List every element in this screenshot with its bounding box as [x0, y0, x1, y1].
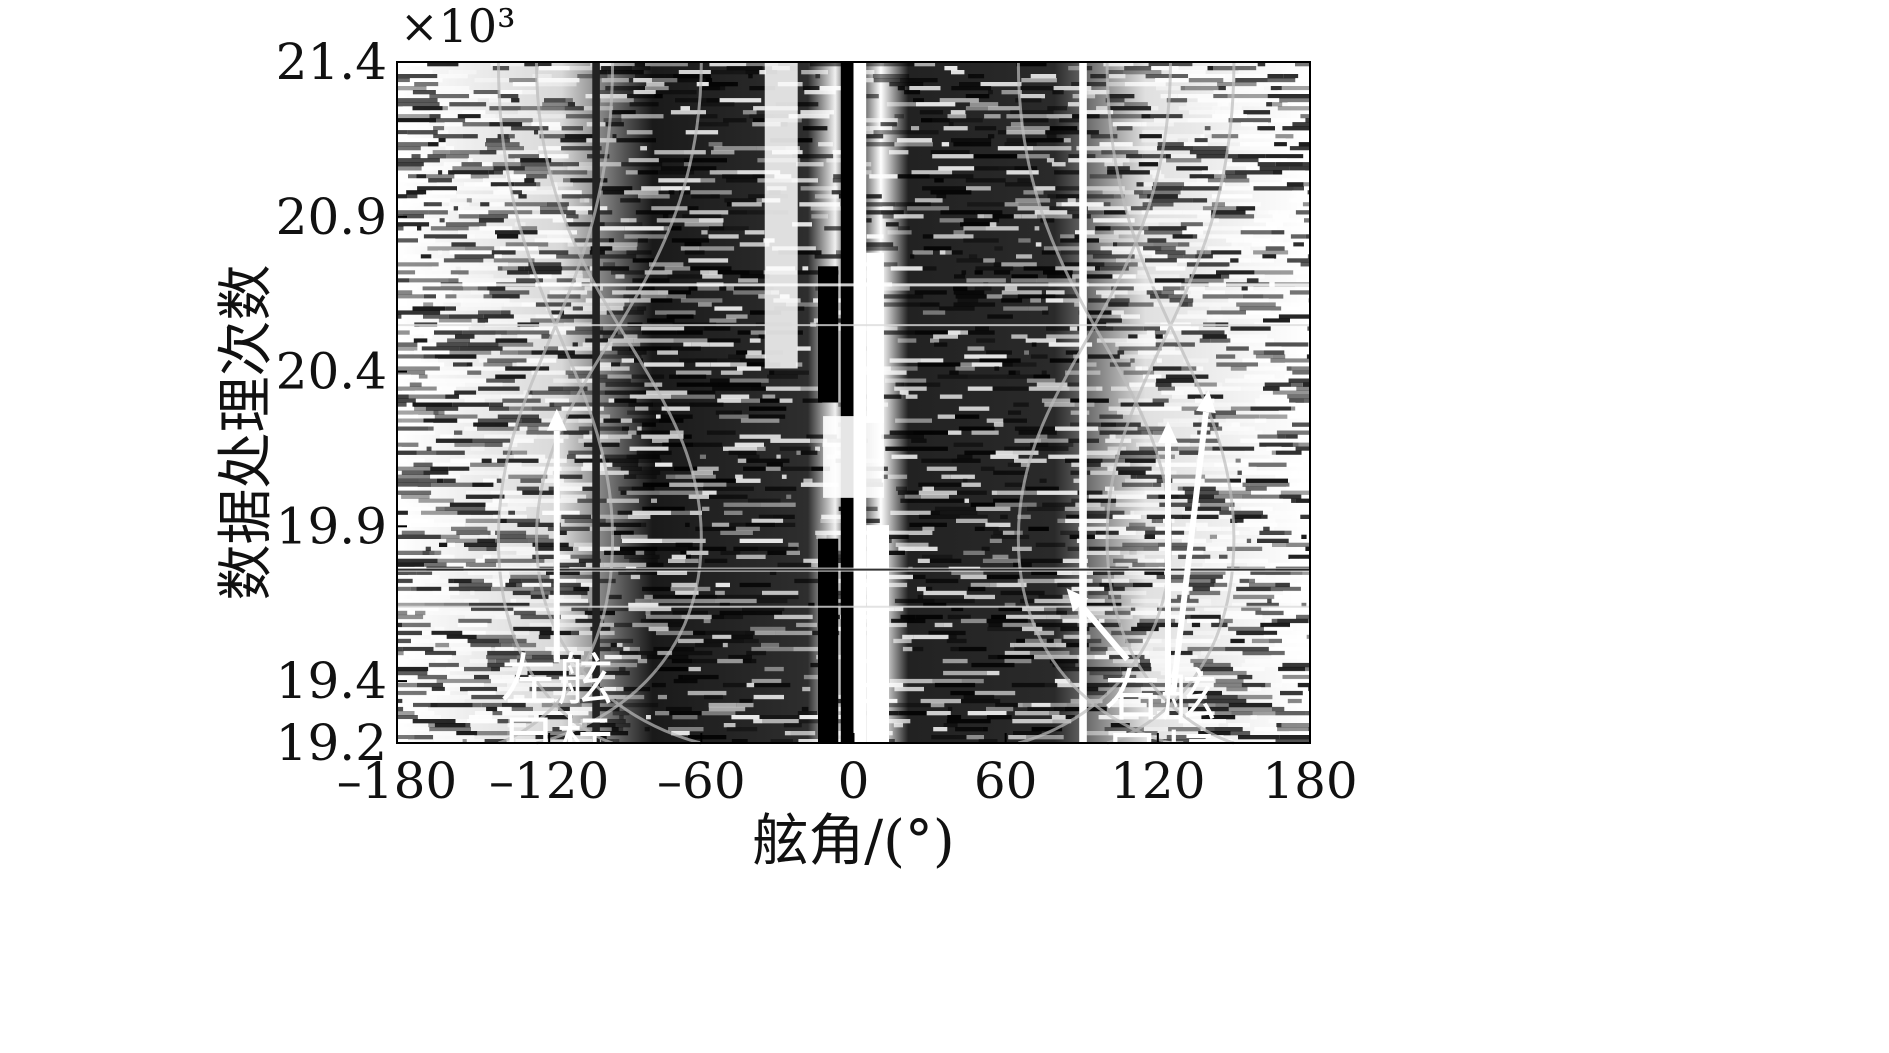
x-tick-label: 120 — [1110, 752, 1205, 810]
y-tick-label: 19.2 — [276, 714, 387, 772]
annotation-label: 右舷 — [1104, 664, 1216, 729]
x-axis-title: 舷角/(°) — [752, 809, 955, 874]
x-tick-label: 0 — [838, 752, 870, 810]
y-tick-label: 19.9 — [276, 497, 387, 555]
y-tick-label: 19.4 — [276, 652, 387, 710]
y-tick-label: 20.9 — [276, 188, 387, 246]
y-tick-label: 20.4 — [276, 343, 387, 401]
annotation-label: 左舷 — [501, 649, 613, 714]
y-tick-label: 21.4 — [276, 33, 387, 91]
x-tick-label: 60 — [974, 752, 1038, 810]
x-tick-label: –60 — [657, 752, 746, 810]
y-scale-note: ×10³ — [400, 0, 516, 53]
y-axis-title: 数据处理次数 — [214, 265, 279, 601]
x-tick-label: –120 — [489, 752, 609, 810]
plot-area — [397, 62, 1310, 743]
x-tick-label: 180 — [1262, 752, 1357, 810]
